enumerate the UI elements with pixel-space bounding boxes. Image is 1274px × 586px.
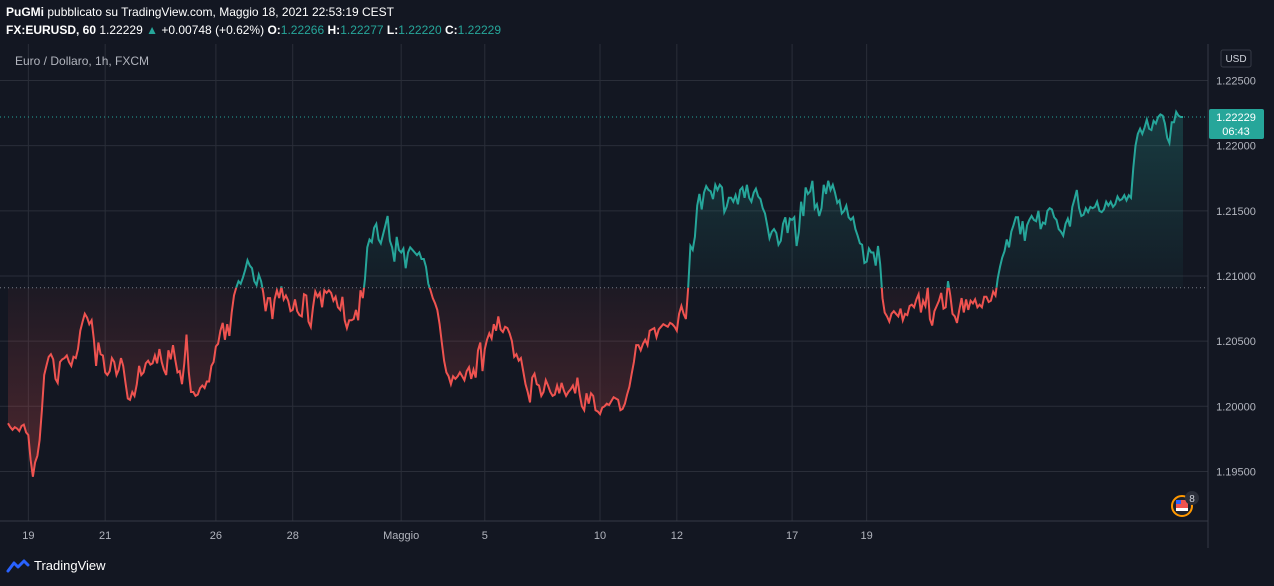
change-arrow-icon: ▲: [146, 23, 158, 37]
time-axis[interactable]: 19 21 26 28 Maggio 5 10 12 17 19: [22, 530, 873, 542]
y-tick-label: 1.20500: [1216, 336, 1256, 348]
price-axis[interactable]: 1.22500 1.22000 1.21500 1.21000 1.20500 1.200…: [1216, 75, 1256, 478]
publication-line: PuGMi pubblicato su TradingView.com, Mag…: [6, 5, 394, 19]
y-tick-label: 1.22000: [1216, 141, 1256, 153]
close-value: 1.22229: [457, 23, 502, 37]
close-label: C:: [444, 23, 458, 37]
high-value: 1.22277: [340, 23, 384, 37]
open-value: 1.22266: [280, 23, 325, 37]
change-value: +0.00748 (+0.62%): [161, 23, 265, 37]
footer: TradingView: [0, 548, 1274, 586]
price-line-below-baseline: [7, 287, 998, 477]
symbol-ohlc-line: FX:EURUSD, 60 1.22229 ▲ +0.00748 (+0.62%…: [6, 23, 501, 37]
y-tick-label: 1.19500: [1216, 466, 1256, 478]
x-tick-label: 17: [786, 530, 798, 542]
symbol-label: FX:EURUSD, 60: [6, 23, 97, 37]
x-tick-label: 5: [482, 530, 488, 542]
tradingview-logo-icon: [6, 559, 30, 572]
currency-label: USD: [1225, 54, 1246, 65]
y-tick-label: 1.21000: [1216, 271, 1256, 283]
chart-legend[interactable]: Euro / Dollaro, 1h, FXCM: [15, 54, 149, 68]
high-label: H:: [327, 23, 341, 37]
open-label: O:: [267, 23, 281, 37]
x-tick-label: Maggio: [383, 530, 419, 542]
y-tick-label: 1.21500: [1216, 206, 1256, 218]
published-text: pubblicato su TradingView.com, Maggio 18…: [47, 5, 395, 19]
x-tick-label: 10: [594, 530, 606, 542]
publication-header: PuGMi pubblicato su TradingView.com, Mag…: [0, 0, 1274, 44]
x-tick-label: 26: [210, 530, 222, 542]
author-name[interactable]: PuGMi: [6, 5, 44, 19]
area-fill-above-baseline: [8, 111, 1183, 288]
low-value: 1.22220: [398, 23, 442, 37]
x-tick-label: 28: [287, 530, 299, 542]
x-tick-label: 12: [671, 530, 683, 542]
events-count: 8: [1189, 494, 1195, 505]
grid-lines: [0, 44, 1208, 521]
y-tick-label: 1.22500: [1216, 75, 1256, 87]
x-tick-label: 19: [861, 530, 873, 542]
y-tick-label: 1.20000: [1216, 401, 1256, 413]
countdown-label: 06:43: [1222, 126, 1250, 138]
x-tick-label: 21: [99, 530, 111, 542]
low-label: L:: [386, 23, 399, 37]
x-tick-label: 19: [22, 530, 34, 542]
last-price-badge: 1.22229 06:43: [1209, 108, 1264, 139]
price-chart[interactable]: 1.22500 1.22000 1.21500 1.21000 1.20500 1.200…: [0, 44, 1274, 548]
events-count-badge: [1185, 491, 1199, 505]
currency-badge[interactable]: [1220, 49, 1252, 68]
tradingview-logo[interactable]: TradingView: [6, 558, 106, 573]
last-price: 1.22229: [99, 23, 143, 37]
brand-name: TradingView: [34, 558, 106, 573]
last-price-label: 1.22229: [1216, 112, 1256, 124]
